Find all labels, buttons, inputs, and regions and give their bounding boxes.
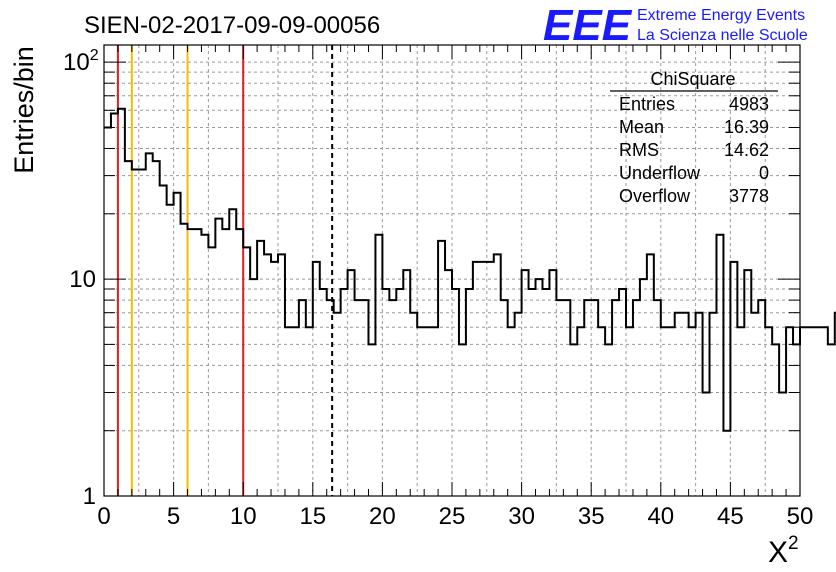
x-tick-label: 5 (167, 503, 180, 530)
x-tick-label: 50 (787, 503, 814, 530)
marker-lines (116, 45, 334, 496)
stats-value: 16.39 (724, 117, 769, 137)
y-tick-label-base: 10 (69, 266, 96, 293)
stats-title: ChiSquare (650, 69, 735, 89)
x-tick-label: 25 (439, 503, 466, 530)
histogram-series (104, 107, 836, 432)
stats-label: Entries (619, 94, 675, 114)
x-tick-label: 30 (508, 503, 535, 530)
x-tick-label: 0 (97, 503, 110, 530)
x-tick-label: 45 (717, 503, 744, 530)
stats-label: RMS (619, 140, 659, 160)
stats-label: Overflow (619, 186, 691, 206)
x-axis-label-base: X (768, 536, 788, 569)
x-tick-label: 40 (647, 503, 674, 530)
y-tick-label-base: 10 (63, 49, 90, 76)
x-tick-label: 20 (369, 503, 396, 530)
brand-line-1: Extreme Energy Events (637, 7, 805, 24)
stats-value: 4983 (729, 94, 769, 114)
y-tick-label: 10 (69, 266, 96, 293)
stats-label: Mean (619, 117, 664, 137)
brand-logo: EEE Extreme Energy Events La Scienza nel… (543, 1, 808, 50)
x-tick-label: 10 (230, 503, 257, 530)
stats-value: 0 (759, 163, 769, 183)
y-axis-label: Entries/bin (9, 46, 39, 174)
stats-box: ChiSquare Entries 4983 Mean 16.39 RMS 14.62 Und… (610, 69, 778, 206)
y-tick-label: 1 (83, 483, 96, 510)
x-axis-label: X2 (768, 533, 799, 569)
chart-title: SIEN-02-2017-09-09-00056 (84, 12, 380, 39)
y-tick-label-base: 1 (83, 483, 96, 510)
stats-label: Underflow (619, 163, 701, 183)
stats-value: 14.62 (724, 140, 769, 160)
x-axis-label-sup: 2 (788, 533, 799, 554)
y-tick-label: 102 (63, 47, 99, 76)
brand-line-2: La Scienza nelle Scuole (637, 27, 808, 44)
y-tick-label-sup: 2 (90, 47, 99, 64)
stats-value: 3778 (729, 186, 769, 206)
x-tick-label: 35 (578, 503, 605, 530)
x-tick-label: 15 (299, 503, 326, 530)
brand-logo-text: EEE (543, 1, 633, 50)
